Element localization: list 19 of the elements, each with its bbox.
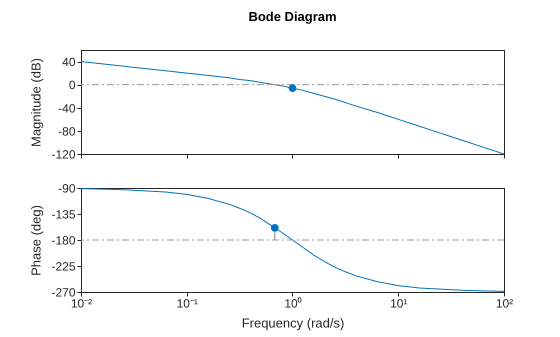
y-tick-label: -80 — [58, 124, 76, 138]
x-tick-label: 10⁻² — [70, 296, 92, 310]
y-tick-label: -225 — [51, 260, 76, 274]
y-tick-label: 40 — [62, 55, 76, 70]
y-tick-label: -120 — [51, 148, 76, 162]
y-tick-label: -180 — [51, 234, 76, 248]
y-tick-label: -270 — [51, 286, 76, 300]
y-tick-label: -135 — [51, 208, 76, 222]
y-tick-label: -90 — [58, 182, 76, 196]
x-tick-label: 10⁻¹ — [176, 296, 198, 310]
x-tick-label: 10² — [496, 296, 514, 310]
y-axis-title: Magnitude (dB) — [28, 58, 44, 147]
y-axis-title: Phase (deg) — [28, 205, 44, 276]
x-axis-title: Frequency (rad/s) — [242, 316, 344, 330]
y-tick-label: -40 — [58, 101, 76, 116]
chart-title: Bode Diagram — [248, 9, 337, 24]
x-tick-label: 10⁰ — [284, 296, 302, 310]
y-tick-label: 0 — [68, 78, 76, 92]
x-tick-label: 10¹ — [390, 296, 408, 310]
